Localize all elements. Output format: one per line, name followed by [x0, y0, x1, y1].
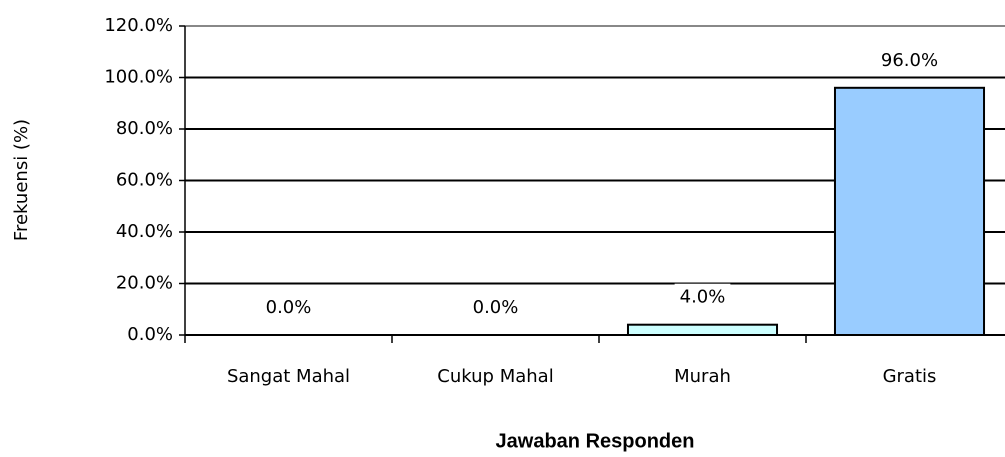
y-axis-title: Frekuensi (%) — [11, 119, 32, 241]
bar — [626, 323, 779, 337]
value-label: 0.0% — [266, 297, 312, 318]
x-tick-label: Cukup Mahal — [437, 366, 553, 387]
y-tick-label: 120.0% — [104, 15, 173, 36]
x-axis-title: Jawaban Responden — [496, 430, 695, 452]
y-tick-label: 0.0% — [127, 324, 173, 345]
y-tick-label: 80.0% — [116, 118, 173, 139]
x-tick-label: Murah — [674, 366, 731, 387]
y-tick-label: 60.0% — [116, 170, 173, 191]
x-tick-label: Sangat Mahal — [227, 366, 350, 387]
value-label: 4.0% — [680, 287, 726, 308]
y-tick-label: 100.0% — [104, 67, 173, 88]
x-tick-label: Gratis — [883, 366, 937, 387]
value-label-bg — [467, 294, 524, 321]
value-label-bg — [875, 46, 944, 74]
value-label-bg — [260, 294, 317, 321]
bar — [833, 86, 986, 336]
y-tick-label: 20.0% — [116, 273, 173, 294]
y-tick-label: 40.0% — [116, 221, 173, 242]
value-label: 0.0% — [473, 297, 519, 318]
value-label: 96.0% — [881, 50, 938, 71]
value-label-bg — [674, 283, 731, 311]
